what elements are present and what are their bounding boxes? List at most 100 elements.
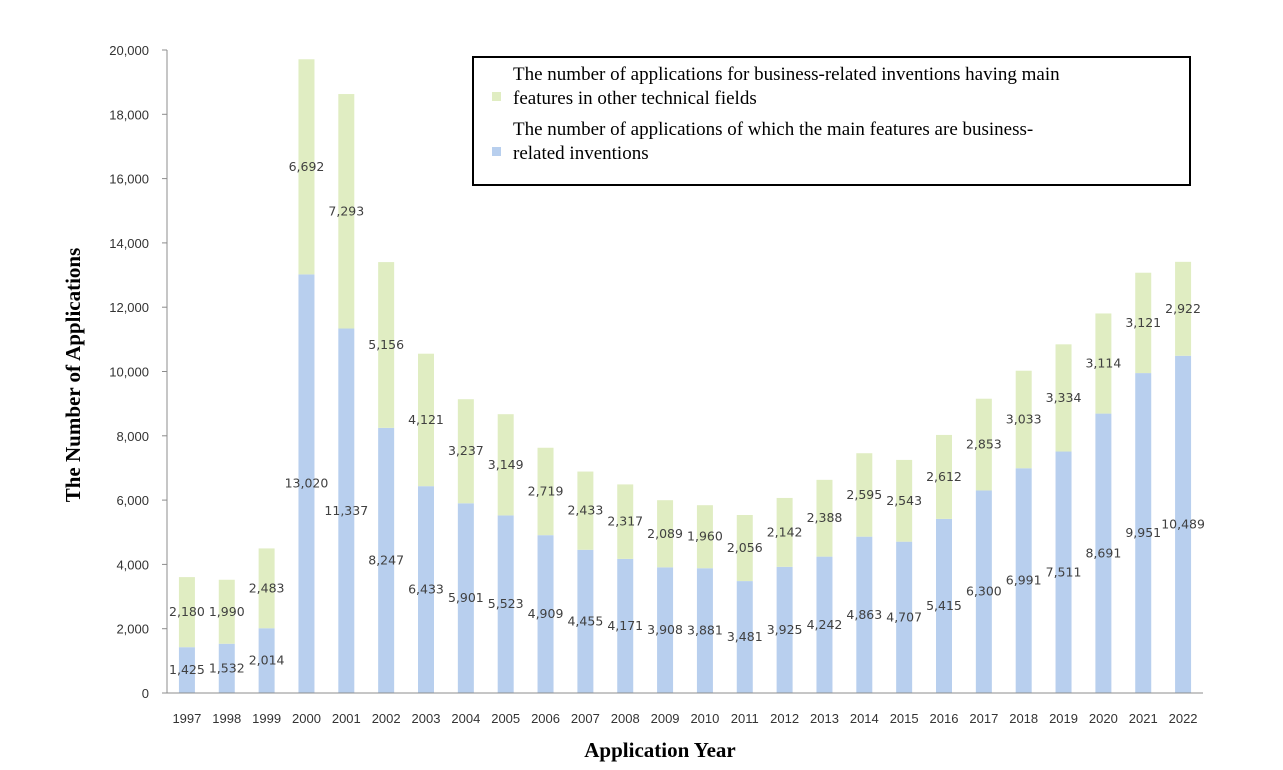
legend-entry-text: features in other technical fields: [513, 88, 757, 109]
data-label: 2,922: [1165, 301, 1201, 316]
legend-box: [472, 56, 1191, 186]
bar-segment: [1015, 468, 1032, 693]
legend-entry-text: The number of applications for business-…: [513, 64, 1060, 85]
bar-segment: [218, 643, 235, 693]
x-tick-label: 2012: [770, 711, 799, 726]
data-label: 2,089: [647, 526, 683, 541]
data-label: 2,719: [528, 483, 564, 498]
x-tick-label: 2007: [571, 711, 600, 726]
data-label: 6,433: [408, 582, 444, 597]
data-label: 1,425: [169, 662, 205, 677]
data-label: 3,925: [767, 622, 803, 637]
data-label: 3,237: [448, 443, 484, 458]
bar-segment: [577, 549, 594, 693]
data-label: 2,853: [966, 437, 1002, 452]
data-label: 2,612: [926, 469, 962, 484]
bar-segment: [776, 566, 793, 693]
data-label: 6,991: [1006, 573, 1042, 588]
data-label: 1,990: [209, 604, 245, 619]
bar-segment: [258, 548, 275, 629]
bar-segment: [537, 535, 554, 693]
data-label: 2,433: [567, 503, 603, 518]
x-tick-label: 2001: [332, 711, 361, 726]
bar-segment: [418, 353, 434, 487]
x-tick-label: 1999: [252, 711, 281, 726]
data-label: 6,692: [289, 159, 325, 174]
bar-segment: [657, 567, 674, 693]
data-label: 3,114: [1085, 356, 1121, 371]
bar-segment: [657, 500, 674, 568]
bar-segment: [378, 427, 395, 693]
bar-segment: [896, 459, 913, 542]
x-tick-label: 2013: [810, 711, 839, 726]
data-label: 1,532: [209, 660, 245, 675]
data-label: 5,415: [926, 598, 962, 613]
x-tick-label: 2000: [292, 711, 321, 726]
bar-segment: [1175, 355, 1192, 693]
data-label: 4,171: [607, 618, 643, 633]
bar-segment: [178, 577, 195, 648]
legend: The number of applications for business-…: [472, 56, 1191, 186]
x-tick-label: 2009: [651, 711, 680, 726]
bar-segment: [338, 94, 355, 329]
bar-segment: [617, 558, 634, 693]
x-tick-label: 2021: [1129, 711, 1158, 726]
bar-segment: [378, 262, 395, 428]
data-label: 7,511: [1046, 564, 1082, 579]
data-label: 3,334: [1046, 390, 1082, 405]
x-tick-label: 2017: [969, 711, 998, 726]
data-label: 8,247: [368, 552, 404, 567]
bar-segment: [776, 497, 793, 567]
y-tick-label: 14,000: [109, 236, 149, 251]
data-label: 2,014: [249, 653, 285, 668]
y-tick-label: 4,000: [116, 557, 149, 572]
y-tick-label: 10,000: [109, 365, 149, 380]
x-tick-label: 2002: [372, 711, 401, 726]
data-label: 8,691: [1085, 545, 1121, 560]
bar-segment: [497, 515, 514, 693]
data-label: 5,523: [488, 596, 524, 611]
bar-segment: [218, 579, 235, 644]
bar-segment: [856, 453, 873, 537]
data-label: 10,489: [1161, 516, 1205, 531]
legend-swatch: [492, 147, 501, 156]
x-tick-label: 2019: [1049, 711, 1078, 726]
bar-segment: [1135, 272, 1152, 374]
x-tick-label: 2020: [1089, 711, 1118, 726]
y-axis-title: The Number of Applications: [61, 248, 85, 503]
bar-segment: [178, 647, 195, 693]
bar-segment: [1135, 373, 1152, 693]
bar-segment: [975, 490, 992, 693]
x-tick-label: 2004: [451, 711, 480, 726]
bars-group: [178, 59, 1192, 693]
x-tick-label: 1997: [172, 711, 201, 726]
data-label: 11,337: [324, 503, 368, 518]
data-label: 5,901: [448, 590, 484, 605]
data-label: 2,483: [249, 580, 285, 595]
data-label: 1,960: [687, 529, 723, 544]
data-label: 2,056: [727, 540, 763, 555]
x-tick-label: 1998: [212, 711, 241, 726]
bar-segment: [896, 541, 913, 693]
bar-segment: [856, 536, 873, 693]
data-label: 2,388: [807, 510, 843, 525]
data-label: 13,020: [285, 476, 329, 491]
bar-segment: [577, 471, 594, 550]
data-label: 4,707: [886, 609, 922, 624]
bar-segment: [1095, 313, 1112, 414]
x-tick-label: 2016: [930, 711, 959, 726]
data-label: 2,180: [169, 604, 205, 619]
bar-segment: [497, 414, 514, 516]
x-tick-label: 2011: [731, 711, 759, 726]
bar-segment: [537, 447, 554, 536]
data-label: 4,121: [408, 412, 444, 427]
bar-segment: [816, 556, 833, 693]
x-tick-label: 2005: [491, 711, 520, 726]
bar-segment: [418, 486, 434, 693]
x-tick-label: 2022: [1169, 711, 1198, 726]
x-axis-title: Application Year: [584, 738, 735, 762]
legend-swatch: [492, 92, 501, 101]
bar-segment: [457, 399, 474, 504]
x-tick-label: 2006: [531, 711, 560, 726]
